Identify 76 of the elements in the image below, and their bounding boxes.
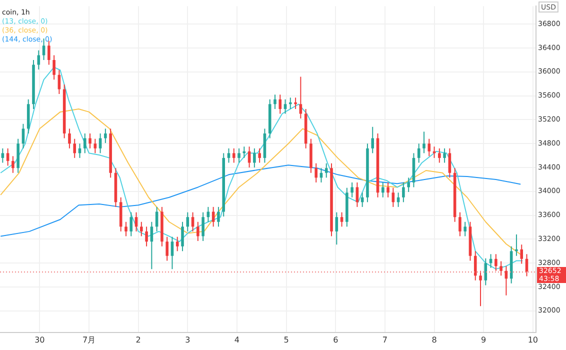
candlestick bbox=[479, 270, 482, 307]
candlestick bbox=[52, 54, 56, 80]
candlestick bbox=[6, 148, 10, 166]
candlestick bbox=[217, 206, 220, 228]
candlestick bbox=[232, 148, 236, 164]
candlestick bbox=[88, 132, 92, 149]
candlestick bbox=[381, 182, 384, 198]
candlestick bbox=[324, 162, 328, 178]
candlestick bbox=[340, 212, 344, 228]
candlestick bbox=[494, 254, 498, 272]
candlestick bbox=[68, 128, 71, 149]
candlestick bbox=[206, 206, 210, 222]
candlestick bbox=[145, 226, 148, 247]
candlestick bbox=[212, 206, 215, 228]
candlestick bbox=[356, 182, 359, 208]
candlestick bbox=[238, 148, 240, 164]
candlestick bbox=[274, 94, 276, 110]
candlestick bbox=[438, 148, 441, 164]
candlestick bbox=[484, 258, 488, 286]
candlestick bbox=[98, 132, 102, 154]
candlestick bbox=[443, 148, 446, 164]
candlestick bbox=[464, 221, 466, 237]
candlestick bbox=[278, 94, 282, 114]
candlestick bbox=[12, 156, 14, 174]
candlestick bbox=[170, 236, 174, 270]
candlestick bbox=[140, 221, 143, 237]
x-tick-label: 6 bbox=[333, 335, 338, 344]
candlestick bbox=[22, 123, 25, 149]
candlestick bbox=[155, 206, 158, 232]
candlestick bbox=[124, 221, 128, 237]
candlestick bbox=[448, 148, 452, 178]
candlestick bbox=[386, 182, 390, 198]
candlestick bbox=[1, 148, 4, 164]
candlestick bbox=[258, 148, 261, 164]
candlestick bbox=[130, 212, 133, 237]
candlestick bbox=[83, 132, 86, 154]
candlestick bbox=[428, 138, 431, 157]
x-tick-label: 9 bbox=[481, 335, 486, 344]
candlestick bbox=[37, 50, 40, 70]
candlestick bbox=[253, 148, 256, 168]
x-tick-label: 2 bbox=[136, 335, 141, 344]
candlestick bbox=[227, 148, 230, 164]
candlestick bbox=[371, 126, 374, 154]
candlestick bbox=[402, 182, 405, 203]
candlestick bbox=[500, 260, 502, 276]
candlestick bbox=[314, 162, 318, 183]
x-tick-label: 3 bbox=[185, 335, 190, 344]
candlestick bbox=[176, 236, 179, 252]
x-tick-label: 30 bbox=[34, 335, 45, 344]
x-tick-label: 5 bbox=[284, 335, 289, 344]
candlestick bbox=[73, 138, 76, 158]
candlestick bbox=[186, 212, 190, 232]
candlestick bbox=[294, 97, 297, 110]
x-tick-label: 8 bbox=[432, 335, 437, 344]
candlestick bbox=[94, 138, 97, 154]
candlestick bbox=[417, 143, 420, 164]
candlestick bbox=[422, 131, 426, 154]
candlestick bbox=[520, 244, 524, 264]
x-tick-label: 7月 bbox=[82, 335, 96, 344]
candlestick bbox=[196, 221, 200, 242]
candlestick bbox=[181, 221, 184, 252]
candlestick bbox=[335, 212, 338, 246]
candlestick bbox=[474, 250, 477, 281]
candlestick bbox=[458, 212, 462, 237]
candlestick bbox=[289, 97, 292, 110]
candlestick bbox=[350, 182, 354, 198]
candlestick bbox=[515, 234, 518, 256]
candlestick bbox=[166, 236, 168, 262]
candlestick bbox=[202, 212, 204, 242]
candlestick bbox=[150, 221, 154, 270]
x-tick-label: 4 bbox=[234, 335, 240, 344]
candlestick bbox=[407, 177, 410, 193]
x-tick-label: 10 bbox=[528, 335, 538, 344]
x-tick-label: 7 bbox=[382, 335, 388, 344]
candlestick bbox=[104, 128, 107, 144]
candlestick bbox=[284, 98, 287, 114]
